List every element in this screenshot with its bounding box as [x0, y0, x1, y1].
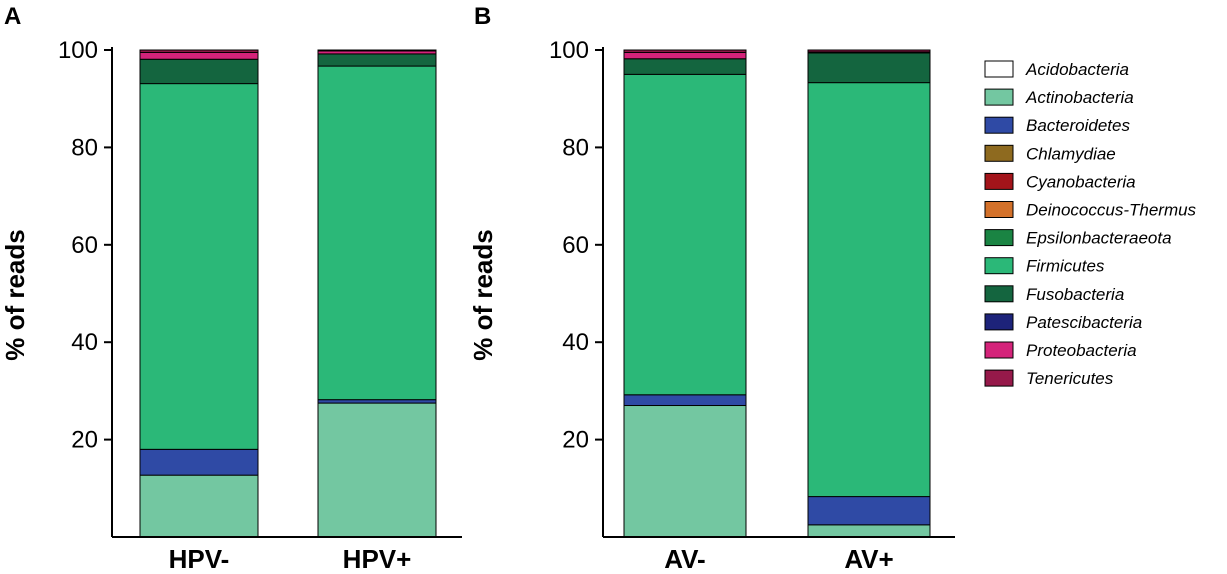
panel-a-bars: [139, 49, 437, 538]
bar-segment-firmicutes: [139, 83, 259, 450]
legend-label: Firmicutes: [1026, 257, 1105, 276]
panel-a-ylabel: % of reads: [0, 229, 30, 361]
panel-b-axes: [602, 47, 955, 538]
legend-swatch: [984, 257, 1014, 275]
panel-a: A % of reads 20 40 60 80 100 HPV- HPV+: [0, 3, 462, 574]
legend-label: Epsilonbacteraeota: [1026, 229, 1172, 248]
bar-segment-tenericutes: [139, 49, 259, 53]
legend: Acidobacteria Actinobacteria Bacteroidetes…: [984, 60, 1197, 388]
legend-label: Patescibacteria: [1026, 313, 1142, 332]
y-tick-label: 40: [562, 329, 589, 356]
bar-segment-bacteroidetes: [807, 496, 931, 526]
legend-swatch: [984, 116, 1014, 134]
bar-segment-tenericutes: [807, 49, 931, 53]
bar-segment-actinobacteria: [317, 402, 437, 538]
panel-b-bars: [623, 49, 931, 538]
bar-segment-actinobacteria: [139, 474, 259, 538]
y-tick-label: 80: [562, 134, 589, 161]
legend-label: Actinobacteria: [1025, 88, 1134, 107]
legend-label: Deinococcus-Thermus: [1026, 201, 1197, 220]
panel-a-axes: [111, 47, 462, 538]
bar-segment-firmicutes: [623, 73, 747, 396]
bar-segment-fusobacteria: [139, 58, 259, 85]
legend-swatch: [984, 229, 1014, 247]
bar-segment-actinobacteria: [623, 405, 747, 538]
legend-label: Tenericutes: [1026, 369, 1114, 388]
legend-label: Bacteroidetes: [1026, 116, 1130, 135]
stacked-bar-HPV+: [317, 49, 437, 538]
bar-segment-fusobacteria: [807, 52, 931, 84]
legend-swatch: [984, 285, 1014, 303]
y-tick-label: 60: [71, 232, 98, 259]
legend-swatch: [984, 369, 1014, 387]
y-tick-label: 100: [58, 37, 98, 64]
bar-segment-proteobacteria: [623, 51, 747, 60]
panel-a-letter: A: [4, 3, 21, 30]
stacked-bar-AV-: [623, 49, 747, 538]
stacked-bar-AV+: [807, 49, 931, 538]
legend-swatch: [984, 172, 1014, 190]
bar-segment-firmicutes: [317, 65, 437, 401]
legend-swatch: [984, 88, 1014, 106]
legend-label: Cyanobacteria: [1026, 172, 1136, 191]
panel-a-y-ticks: 20 40 60 80 100: [58, 37, 112, 454]
y-tick-label: 100: [549, 37, 589, 64]
x-category-label: HPV-: [169, 544, 230, 574]
bar-segment-firmicutes: [807, 82, 931, 498]
legend-label: Acidobacteria: [1025, 60, 1129, 79]
panel-b-ylabel: % of reads: [468, 229, 498, 361]
legend-swatch: [984, 60, 1014, 78]
panel-b: B % of reads 20 40 60 80 100 AV- AV+: [468, 3, 955, 574]
bar-segment-bacteroidetes: [623, 394, 747, 407]
x-category-label: HPV+: [343, 544, 412, 574]
bar-segment-tenericutes: [623, 49, 747, 53]
y-tick-label: 40: [71, 329, 98, 356]
panel-b-categories: AV- AV+: [664, 544, 893, 574]
bar-segment-fusobacteria: [317, 53, 437, 67]
stacked-bar-HPV-: [139, 49, 259, 538]
y-tick-label: 80: [71, 134, 98, 161]
y-tick-label: 20: [562, 427, 589, 454]
panel-b-letter: B: [474, 3, 491, 30]
legend-swatch: [984, 341, 1014, 359]
x-category-label: AV-: [664, 544, 705, 574]
y-tick-label: 20: [71, 427, 98, 454]
legend-swatch: [984, 201, 1014, 218]
legend-label: Chlamydiae: [1026, 144, 1116, 163]
bar-segment-bacteroidetes: [139, 448, 259, 476]
y-tick-label: 60: [562, 232, 589, 259]
bar-segment-proteobacteria: [139, 51, 259, 60]
x-category-label: AV+: [844, 544, 893, 574]
panel-b-y-ticks: 20 40 60 80 100: [549, 37, 603, 454]
legend-label: Proteobacteria: [1026, 341, 1137, 360]
panel-a-categories: HPV- HPV+: [169, 544, 412, 574]
legend-swatch: [984, 313, 1014, 331]
legend-label: Fusobacteria: [1026, 285, 1124, 304]
bar-segment-actinobacteria: [807, 524, 931, 538]
bar-segment-fusobacteria: [623, 58, 747, 75]
bar-segment-bacteroidetes: [317, 399, 437, 404]
bar-segment-tenericutes: [317, 49, 437, 52]
legend-swatch: [984, 144, 1014, 162]
